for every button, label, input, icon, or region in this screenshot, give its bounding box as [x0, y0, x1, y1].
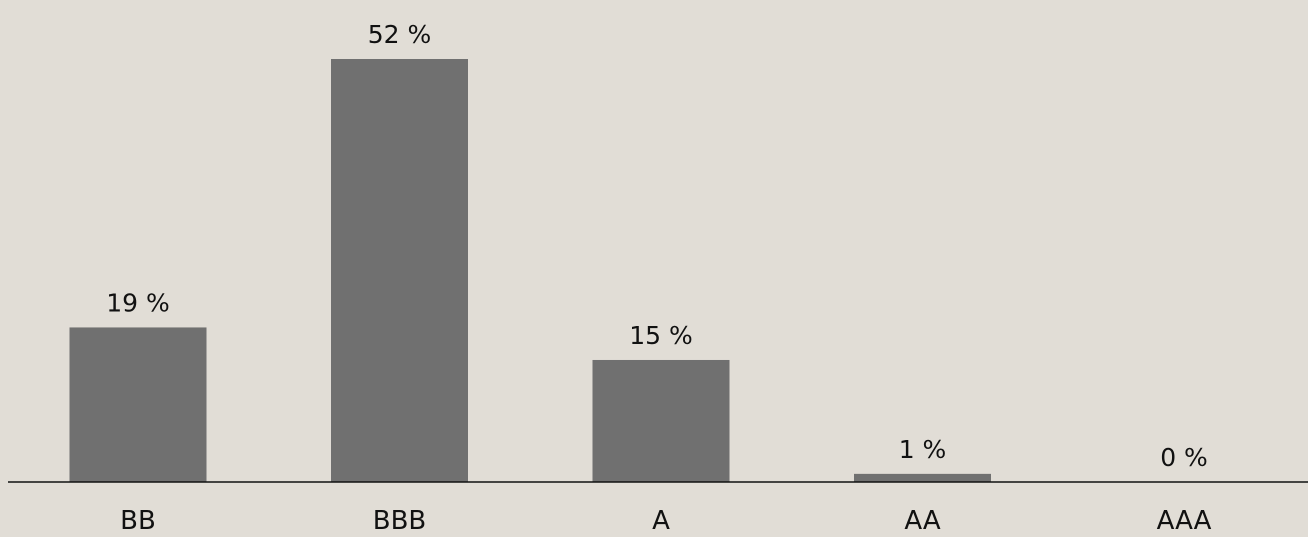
category-labels-group: BB BBB A AA AAA [120, 506, 1211, 536]
value-label-aa: 1 % [899, 435, 947, 464]
value-label-a: 15 % [629, 321, 693, 350]
category-label-bbb: BBB [373, 506, 427, 536]
bar-bbb [331, 59, 468, 482]
bar-a [592, 359, 730, 482]
category-label-a: A [652, 506, 670, 536]
value-label-bbb: 52 % [368, 20, 432, 49]
value-labels-group: 19 % 52 % 15 % 1 % 0 % [106, 20, 1208, 472]
bar-aa [854, 473, 991, 482]
value-label-bb: 19 % [106, 288, 170, 317]
bar-bb [69, 327, 207, 482]
category-label-bb: BB [120, 506, 156, 536]
bars-group [69, 59, 991, 482]
category-label-aa: AA [904, 506, 941, 536]
category-label-aaa: AAA [1157, 506, 1212, 536]
value-label-aaa: 0 % [1160, 443, 1208, 472]
